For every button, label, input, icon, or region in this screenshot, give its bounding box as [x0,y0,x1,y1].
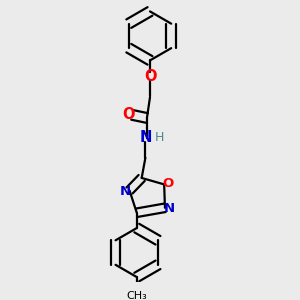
Text: N: N [139,130,152,146]
Text: N: N [119,184,130,198]
Text: CH₃: CH₃ [126,291,147,300]
Text: N: N [164,202,175,215]
Text: O: O [144,69,156,84]
Text: H: H [154,131,164,144]
Text: O: O [122,107,135,122]
Text: O: O [162,177,173,190]
